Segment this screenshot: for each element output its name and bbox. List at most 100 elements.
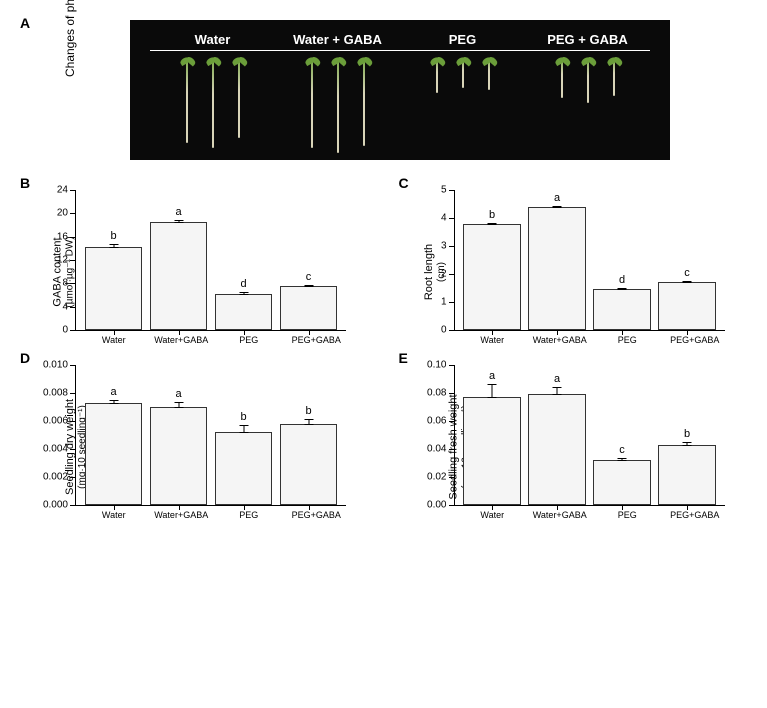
bar: d (215, 294, 272, 330)
treatment-label: PEG + GABA (525, 32, 650, 47)
significance-letter: c (684, 267, 690, 279)
x-tick-label: PEG (219, 510, 278, 520)
significance-letter: a (554, 373, 560, 385)
bar-wrap: c (658, 282, 715, 330)
error-bar (308, 419, 309, 425)
seedling (578, 58, 598, 103)
bar: b (85, 247, 142, 330)
error-bar (113, 400, 114, 404)
x-tick-label: Water (463, 510, 522, 520)
ytick-label: 0.06 (427, 416, 446, 427)
x-tick-label: Water (463, 335, 522, 345)
phenotype-photo: WaterWater + GABAPEGPEG + GABA (130, 20, 670, 160)
bar-wrap: a (528, 207, 585, 330)
error-bar (622, 458, 623, 461)
bar: b (463, 224, 520, 330)
bar-wrap: b (658, 445, 715, 505)
seedling (302, 58, 322, 148)
bar-wrap: c (593, 460, 650, 505)
x-axis-labels: WaterWater+GABAPEGPEG+GABA (75, 335, 355, 345)
bar-chart: 0.000.020.040.060.080.10Seedling fresh w… (454, 365, 748, 520)
x-tick-label: Water+GABA (152, 335, 211, 345)
x-tick-label: PEG (598, 335, 657, 345)
bar-wrap: a (528, 394, 585, 505)
ytick-label: 0.010 (43, 360, 68, 371)
error-bar (308, 285, 309, 287)
panel-c: C012345Root length(cm)badcWaterWater+GAB… (399, 180, 748, 345)
seedling-group (150, 58, 275, 153)
y-axis-label: Root length(cm) (423, 244, 447, 300)
x-tick-label: PEG (219, 335, 278, 345)
error-bar (178, 402, 179, 408)
panel-label: B (20, 175, 30, 191)
bar: c (280, 286, 337, 330)
significance-letter: d (619, 274, 625, 286)
bar-wrap: a (150, 407, 207, 505)
bar-chart: 04812162024GABA content(µmol·µg⁻¹ DW)bad… (75, 190, 369, 345)
x-tick-label: Water (84, 335, 143, 345)
error-bar (557, 387, 558, 395)
plot-area: 0.0000.0020.0040.0060.0080.010Seedling d… (75, 365, 346, 506)
chart-row-2: D0.0000.0020.0040.0060.0080.010Seedling … (20, 355, 747, 520)
bar: c (658, 282, 715, 330)
error-bar (243, 292, 244, 295)
treatment-label: Water + GABA (275, 32, 400, 47)
significance-letter: a (554, 192, 560, 204)
bar: a (463, 397, 520, 505)
bar-chart: 012345Root length(cm)badc Water Water+GABA… (454, 190, 748, 345)
x-axis-labels: Water Water+GABA PEG PEG+GABA (454, 335, 734, 345)
plot-area: 012345Root length(cm)badc (454, 190, 725, 331)
bars-container: badc (76, 190, 346, 330)
ytick-label: 24 (57, 185, 68, 196)
bar-wrap: c (280, 286, 337, 330)
x-axis-labels: WaterWater+GABAPEGPEG+GABA (75, 510, 355, 520)
ytick-label: 0.08 (427, 388, 446, 399)
seedling-group (400, 58, 525, 153)
treatment-labels: WaterWater + GABAPEGPEG + GABA (130, 32, 670, 47)
bar-wrap: a (463, 397, 520, 505)
y-axis-label: GABA content(µmol·µg⁻¹ DW) (52, 236, 76, 307)
significance-letter: b (305, 405, 311, 417)
error-bar (113, 244, 114, 248)
bar: d (593, 289, 650, 330)
seedling (453, 58, 473, 88)
seedling (354, 58, 374, 146)
seedling (177, 58, 197, 143)
ytick-label: 20 (57, 208, 68, 219)
panel-label: C (399, 175, 409, 191)
bar-wrap: b (280, 424, 337, 505)
treatment-label: Water (150, 32, 275, 47)
significance-letter: a (489, 370, 495, 382)
seedling (479, 58, 499, 90)
x-tick-label: Water+GABA (152, 510, 211, 520)
seedling-row (130, 58, 670, 153)
ytick-label: 5 (441, 185, 447, 196)
treatment-label: PEG (400, 32, 525, 47)
bars-container: badc (455, 190, 725, 330)
error-bar (243, 425, 244, 433)
x-tick-label: Water+GABA (530, 510, 589, 520)
x-tick-label: PEG+GABA (665, 335, 724, 345)
bar: a (150, 222, 207, 331)
bar-wrap: d (593, 289, 650, 330)
significance-letter: d (240, 278, 246, 290)
significance-letter: a (175, 388, 181, 400)
bar: a (528, 394, 585, 505)
ytick-label: 0 (62, 325, 68, 336)
error-bar (687, 281, 688, 283)
bar: b (215, 432, 272, 505)
ytick-label: 0.04 (427, 444, 446, 455)
panel-a-ylabel: Changes of phenotype (63, 0, 77, 77)
bar-wrap: b (215, 432, 272, 505)
x-axis-labels: WaterWater+GABAPEGPEG+GABA (454, 510, 734, 520)
significance-letter: c (306, 271, 312, 283)
ytick-label: 4 (441, 213, 447, 224)
x-tick-label: Water+GABA (530, 335, 589, 345)
bar: a (150, 407, 207, 505)
significance-letter: a (175, 206, 181, 218)
chart-row-1: B04812162024GABA content(µmol·µg⁻¹ DW)ba… (20, 180, 747, 345)
bar-wrap: a (85, 403, 142, 505)
ytick-label: 0.000 (43, 500, 68, 511)
bar-wrap: b (463, 224, 520, 330)
bar: b (658, 445, 715, 505)
